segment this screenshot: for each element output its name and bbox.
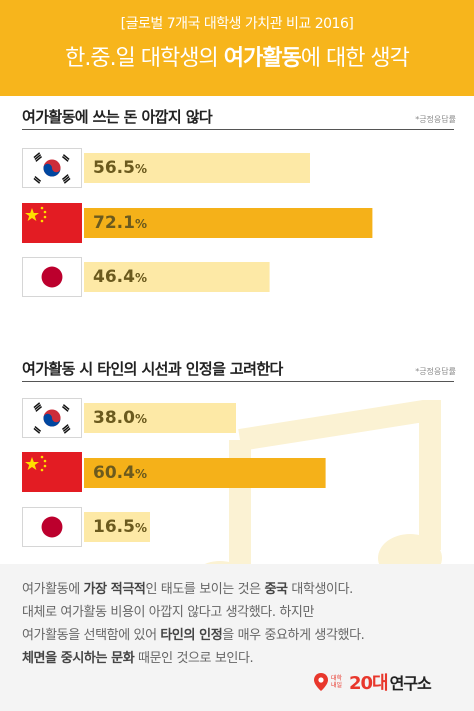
header-title-bold: 여가활동 xyxy=(223,46,302,71)
chart2-bar-korea xyxy=(84,403,236,433)
description-line-4: 체면을 중시하는 문화 때문인 것으로 보인다. xyxy=(22,647,462,670)
description-line-3: 여가활동을 선택함에 있어 타인의 인정을 매우 중요하게 생각했다. xyxy=(22,624,462,647)
chart1-label-korea: 56.5 xyxy=(93,158,135,178)
korea-flag-icon xyxy=(22,398,82,438)
chart1-value-china: 72.1% xyxy=(93,208,147,238)
china-flag-icon xyxy=(22,452,82,492)
chart1-unit-korea: % xyxy=(134,162,147,176)
desc-l3-b: 타인의 인정 xyxy=(160,628,223,643)
desc-l4-b: 때문인 것으로 보인다. xyxy=(134,651,254,666)
chart2-label-china: 60.4 xyxy=(93,463,135,483)
logo-small-line1: 대학 xyxy=(331,675,343,682)
chart1-unit-china: % xyxy=(134,217,147,231)
chart2-unit-china: % xyxy=(134,467,147,481)
chart2-title: 여가활동 시 타인의 시선과 인정을 고려한다 xyxy=(22,360,283,378)
chart1-unit-japan: % xyxy=(134,271,147,285)
chart1-bar-korea xyxy=(84,153,310,183)
chart1-note: *긍정응답률 xyxy=(415,115,456,124)
chart1-value-japan: 46.4% xyxy=(93,262,147,292)
logo-rest-text: 연구소 xyxy=(389,674,432,693)
chart1-value-korea: 56.5% xyxy=(93,153,147,183)
chart2-value-china: 60.4% xyxy=(93,458,147,488)
desc-l1-b: 가장 적극적 xyxy=(83,582,146,597)
chart2-divider xyxy=(22,381,454,382)
header-title: 한.중.일 대학생의 여가활동에 대한 생각 xyxy=(0,40,474,72)
chart1-title: 여가활동에 쓰는 돈 아깝지 않다 xyxy=(22,108,213,126)
chart2-unit-japan: % xyxy=(134,521,147,535)
desc-l3-a: 여가활동을 선택함에 있어 xyxy=(22,628,161,643)
header-title-prefix: 한.중.일 대학생의 xyxy=(65,46,224,71)
desc-l1-d: 중국 xyxy=(264,582,288,597)
chart1-divider xyxy=(22,129,454,130)
header-banner: [글로벌 7개국 대학생 가치관 비교 2016] 한.중.일 대학생의 여가활… xyxy=(0,0,474,96)
desc-l1-c: 인 태도를 보이는 것은 xyxy=(145,582,265,597)
logo-small-text: 대학 내일 xyxy=(331,675,347,689)
desc-l1-e: 대학생이다. xyxy=(287,582,353,597)
chart2-unit-korea: % xyxy=(134,412,147,426)
chart2-label-japan: 16.5 xyxy=(93,517,135,537)
chart1-bar-japan xyxy=(84,262,270,292)
china-flag-icon xyxy=(22,203,82,243)
logo-small-line2: 내일 xyxy=(331,682,343,689)
chart2-bar-japan xyxy=(84,512,150,542)
chart2-value-japan: 16.5% xyxy=(93,512,147,542)
location-pin-icon xyxy=(314,673,328,691)
description-text: 여가활동에 가장 적극적인 태도를 보이는 것은 중국 대학생이다. 대체로 여… xyxy=(22,578,462,670)
chart1-label-japan: 46.4 xyxy=(93,267,135,287)
japan-flag-icon xyxy=(22,507,82,547)
chart2-note: *긍정응답률 xyxy=(415,367,456,376)
desc-l4-a: 체면을 중시하는 문화 xyxy=(22,651,135,666)
desc-l3-c: 을 매우 중요하게 생각했다. xyxy=(222,628,365,643)
logo-big-text: 20대 xyxy=(349,673,389,694)
header-subtitle: [글로벌 7개국 대학생 가치관 비교 2016] xyxy=(120,16,354,32)
description-line-1: 여가활동에 가장 적극적인 태도를 보이는 것은 중국 대학생이다. xyxy=(22,578,462,601)
chart2-label-korea: 38.0 xyxy=(93,408,135,428)
chart1-bar-china xyxy=(84,208,373,238)
chart1-label-china: 72.1 xyxy=(93,213,135,233)
header-title-suffix: 에 대한 생각 xyxy=(300,46,410,71)
chart2-value-korea: 38.0% xyxy=(93,403,147,433)
korea-flag-icon xyxy=(22,148,82,188)
description-panel xyxy=(0,564,474,711)
japan-flag-icon xyxy=(22,257,82,297)
brand-logo: 대학 내일 20대 연구소 xyxy=(314,670,432,694)
desc-l1-a: 여가활동에 xyxy=(22,582,84,597)
chart2-bar-china xyxy=(84,458,326,488)
description-line-2: 대체로 여가활동 비용이 아깝지 않다고 생각했다. 하지만 xyxy=(22,605,315,620)
